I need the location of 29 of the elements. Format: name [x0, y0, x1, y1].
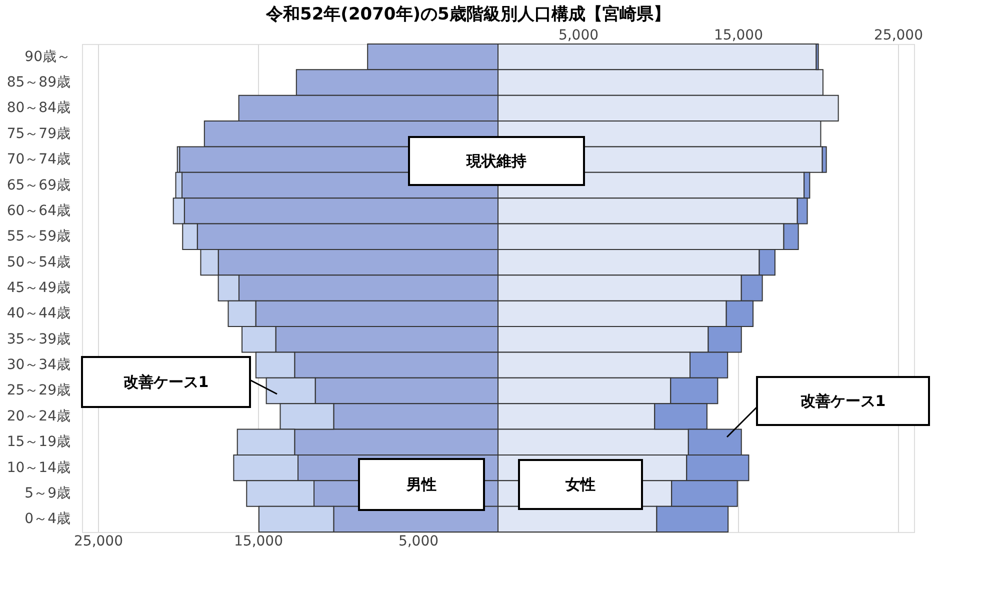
- x-tick-label: 5,000: [558, 28, 599, 44]
- y-tick-label: 60～64歳: [6, 202, 70, 219]
- annotation: 男性: [406, 476, 436, 494]
- y-tick-label: 0～4歳: [24, 511, 70, 528]
- x-tick-label: 15,000: [234, 534, 283, 550]
- y-tick-label: 20～24歳: [6, 408, 70, 424]
- y-tick-label: 40～44歳: [6, 306, 70, 322]
- x-tick-label: 5,000: [398, 534, 439, 550]
- y-tick-label: 30～34歳: [6, 357, 70, 374]
- x-tick-label: 25,000: [74, 534, 123, 550]
- y-tick-label: 5～9歳: [24, 485, 70, 502]
- y-tick-label: 50～54歳: [6, 254, 70, 270]
- x-tick-label: 15,000: [714, 28, 763, 44]
- y-tick-label: 85～89歳: [6, 74, 70, 91]
- y-tick-label: 55～59歳: [6, 228, 70, 245]
- y-tick-label: 70～74歳: [6, 152, 70, 168]
- annotation: 女性: [564, 476, 596, 494]
- y-tick-label: 10～14歳: [6, 460, 70, 476]
- y-tick-label: 65～69歳: [6, 177, 70, 194]
- y-tick-label: 80～84歳: [6, 100, 70, 116]
- y-tick-label: 35～39歳: [6, 331, 70, 348]
- y-tick-label: 25～29歳: [6, 382, 70, 399]
- y-tick-label: 75～79歳: [6, 126, 70, 142]
- annotation: 現状維持: [466, 152, 526, 170]
- chart-title: 令和52年(2070年)の5歳階級別人口構成【宮崎県】: [265, 4, 670, 24]
- y-tick-label: 15～19歳: [6, 434, 70, 450]
- y-tick-label: 90歳～: [24, 48, 70, 65]
- y-tick-label: 45～49歳: [6, 280, 70, 296]
- x-tick-label: 25,000: [874, 28, 923, 44]
